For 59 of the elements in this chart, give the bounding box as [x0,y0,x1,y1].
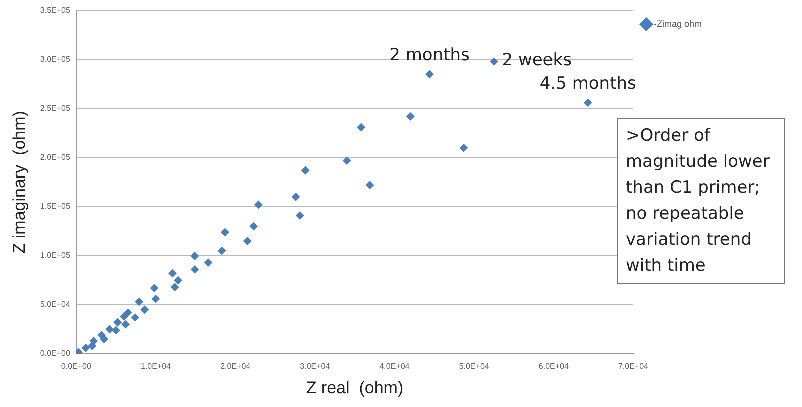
point [174,276,182,284]
x-tick-label: 2.0E+04 [220,362,252,372]
x-tick-label: 7.0E+04 [618,362,650,372]
point [140,306,149,314]
point [114,318,122,327]
annotation: 4.5 months [540,74,636,94]
point [221,228,230,236]
x-axis-title: Z real (ohm) [306,378,404,398]
point [88,342,96,350]
y-axis-title: Z imaginary (ohm) [10,111,29,254]
x-tick-label: 5.0E+04 [459,362,490,372]
point [426,70,434,79]
point [122,320,130,329]
y-tick-label: 5.0E+04 [40,300,71,310]
y-tick-label: 3.0E+05 [40,55,71,64]
point [218,247,226,256]
x-tick-label: 0.0E+00 [61,362,92,372]
annotation: 2 months [390,45,470,66]
x-tick-label: 6.0E+04 [538,362,570,372]
y-tick-label: 1.0E+05 [40,251,71,260]
point [302,166,310,175]
x-tick-label: 1.0E+04 [140,362,172,372]
point [100,335,108,344]
point [296,212,304,220]
point [131,314,140,322]
y-tick-label: 0.0E+00 [40,349,71,358]
point [366,181,374,190]
point [191,252,199,260]
annotation: >Order of magnitude lower than C1 primer; no repeatable variation trend with time [617,118,785,284]
y-tick-label: 2.0E+05 [40,153,71,162]
point [254,200,263,209]
point [112,326,120,334]
point [584,98,592,107]
point [124,308,132,317]
point [152,295,160,304]
y-tick-label: 2.5E+05 [40,104,71,114]
y-tick-label: 1.5E+05 [40,202,71,212]
legend-label: -Zimag ohm [654,18,702,29]
y-tick-label: 3.5E+05 [40,6,71,16]
x-tick-label: 3.0E+04 [300,362,331,372]
point [204,258,213,267]
point [106,325,114,334]
point [82,344,90,352]
point [250,222,258,231]
x-tick-label: 4.0E+04 [380,362,410,372]
point [244,237,252,246]
point [168,270,177,278]
point [406,112,415,121]
point [292,193,300,202]
point [150,284,158,292]
point [171,283,180,292]
point [191,266,199,274]
annotation: 2 weeks [502,50,572,71]
point [357,123,366,132]
point [490,58,498,66]
point [460,144,468,152]
point [120,312,128,321]
point [343,156,351,165]
point [135,298,144,306]
